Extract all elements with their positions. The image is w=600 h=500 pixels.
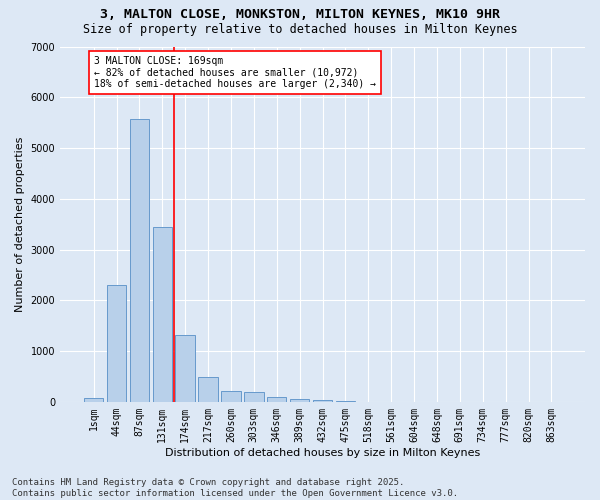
Y-axis label: Number of detached properties: Number of detached properties <box>15 136 25 312</box>
Bar <box>313 400 332 402</box>
Bar <box>84 398 103 402</box>
Bar <box>221 391 241 402</box>
Text: Size of property relative to detached houses in Milton Keynes: Size of property relative to detached ho… <box>83 22 517 36</box>
Bar <box>199 378 218 402</box>
Bar <box>130 118 149 402</box>
Bar <box>335 401 355 402</box>
X-axis label: Distribution of detached houses by size in Milton Keynes: Distribution of detached houses by size … <box>165 448 480 458</box>
Text: 3 MALTON CLOSE: 169sqm
← 82% of detached houses are smaller (10,972)
18% of semi: 3 MALTON CLOSE: 169sqm ← 82% of detached… <box>94 56 376 89</box>
Text: Contains HM Land Registry data © Crown copyright and database right 2025.
Contai: Contains HM Land Registry data © Crown c… <box>12 478 458 498</box>
Bar <box>244 392 263 402</box>
Bar <box>290 400 310 402</box>
Bar <box>152 226 172 402</box>
Bar <box>107 285 126 402</box>
Bar <box>267 397 286 402</box>
Text: 3, MALTON CLOSE, MONKSTON, MILTON KEYNES, MK10 9HR: 3, MALTON CLOSE, MONKSTON, MILTON KEYNES… <box>100 8 500 20</box>
Bar <box>175 335 195 402</box>
